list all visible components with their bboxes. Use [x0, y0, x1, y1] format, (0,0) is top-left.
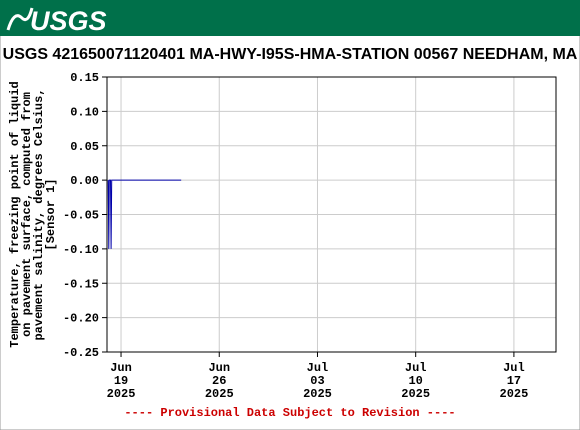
y-tick-label: -0.05 — [63, 209, 99, 223]
y-tick-label: 0.05 — [70, 140, 99, 154]
y-tick-label: 0.00 — [70, 174, 99, 188]
x-tick-label: 19 — [114, 374, 128, 388]
data-line — [107, 179, 182, 249]
x-tick-label: Jul — [503, 361, 525, 375]
y-tick-label: 0.10 — [70, 105, 99, 119]
y-tick-label: 0.15 — [70, 71, 99, 85]
banner — [0, 0, 580, 36]
y-axis-label: Temperature, freezing point of liquidon … — [8, 81, 58, 347]
x-tick-label: 2025 — [500, 387, 529, 401]
x-tick-label: Jul — [405, 361, 427, 375]
x-tick-label: 2025 — [205, 387, 234, 401]
footer: ---- Provisional Data Subject to Revisio… — [124, 406, 455, 420]
x-tick-label: 03 — [310, 374, 324, 388]
x-tick-label: 10 — [408, 374, 422, 388]
plot-border — [106, 76, 557, 353]
x-tick-label: 26 — [212, 374, 226, 388]
y-axis-label-line: Temperature, freezing point of liquid — [8, 81, 22, 347]
x-tick-label: 17 — [507, 374, 521, 388]
y-tick-label: -0.15 — [63, 277, 99, 291]
logo-wave — [6, 7, 34, 31]
x-tick-label: Jun — [110, 361, 132, 375]
x-tick-label: Jun — [208, 361, 230, 375]
x-tick-label: Jul — [307, 361, 329, 375]
logo: USGS — [30, 6, 107, 36]
y-tick-label: -0.25 — [63, 346, 99, 360]
x-tick-label: 2025 — [303, 387, 332, 401]
y-axis-label-line: pavement salinity, degrees Celsius, — [32, 88, 46, 340]
chart-title: USGS 421650071120401 MA-HWY-I95S-HMA-STA… — [3, 46, 578, 63]
y-tick-label: -0.10 — [63, 243, 99, 257]
y-axis-label-line: [Sensor 1] — [44, 178, 58, 250]
y-tick-label: -0.20 — [63, 312, 99, 326]
x-tick-label: 2025 — [401, 387, 430, 401]
x-tick-label: 2025 — [107, 387, 136, 401]
y-axis-label-line: on pavement surface, computed from — [20, 92, 34, 337]
